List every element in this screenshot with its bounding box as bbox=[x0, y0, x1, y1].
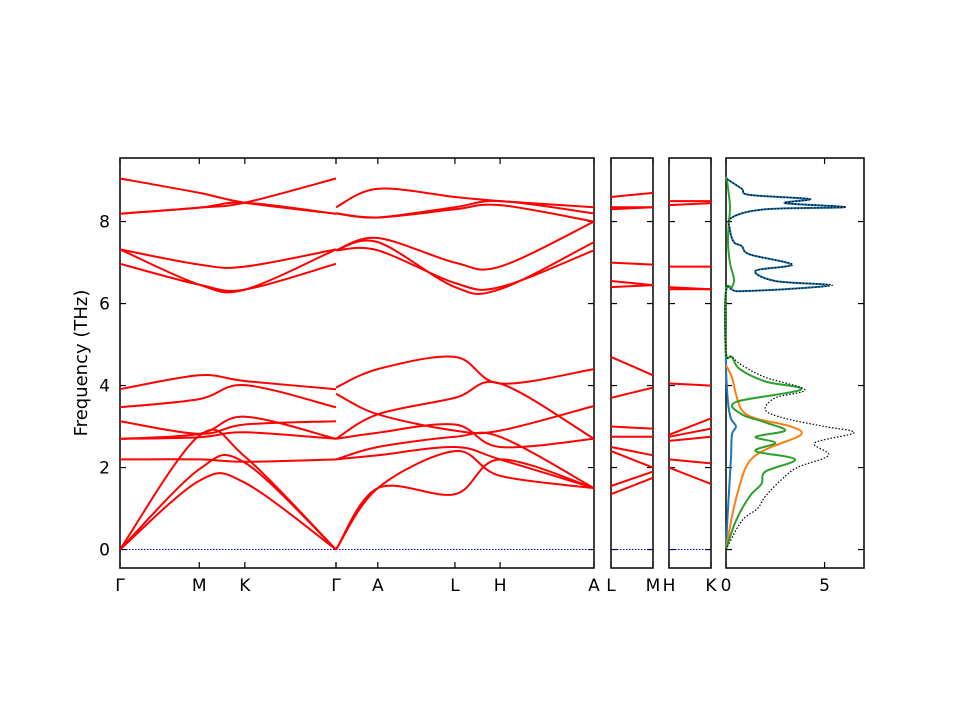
phonon-band bbox=[610, 261, 654, 266]
phonon-band bbox=[610, 280, 654, 287]
kpoint-label: M bbox=[646, 576, 661, 596]
dos-xtick-label: 5 bbox=[819, 576, 830, 596]
phonon-band bbox=[335, 423, 595, 449]
phonon-band bbox=[119, 262, 337, 292]
dos-curve bbox=[724, 177, 846, 550]
phonon-band bbox=[335, 380, 595, 440]
phonon-band bbox=[335, 246, 595, 291]
phonon-band bbox=[335, 220, 595, 271]
phonon-band bbox=[335, 458, 595, 551]
phonon-band bbox=[119, 374, 337, 391]
y-axis-label: Frequency (THz) bbox=[71, 290, 92, 437]
main-band-frame bbox=[119, 157, 595, 569]
kpoint-label: Γ bbox=[331, 576, 341, 596]
y-tick-label: 6 bbox=[99, 295, 110, 315]
phonon-band bbox=[119, 177, 337, 215]
phonon-band bbox=[335, 239, 595, 295]
kpoint-label: K bbox=[705, 576, 717, 596]
phonon-band bbox=[668, 458, 712, 465]
kpoint-label: M bbox=[192, 576, 207, 596]
phonon-band bbox=[119, 415, 337, 440]
kpoint-label: A bbox=[588, 576, 600, 596]
hk-band-frame bbox=[668, 157, 712, 569]
band-panel-1: 0 2 4 6 8 Γ M K bbox=[99, 157, 595, 596]
phonon-band bbox=[610, 386, 654, 399]
phonon-band bbox=[668, 202, 712, 207]
phonon-band bbox=[335, 199, 595, 219]
phonon-band bbox=[119, 420, 337, 435]
phonon-band bbox=[335, 450, 595, 551]
phonon-band bbox=[119, 248, 337, 294]
phonon-band bbox=[119, 248, 337, 269]
phonon-band bbox=[668, 382, 712, 387]
dos-curve bbox=[725, 364, 803, 550]
kpoint-label: A bbox=[372, 576, 384, 596]
y-tick-label: 4 bbox=[99, 377, 110, 397]
phonon-band bbox=[119, 458, 337, 463]
lm-band-frame bbox=[610, 157, 654, 569]
phonon-band bbox=[335, 431, 595, 489]
phonon-band bbox=[119, 177, 337, 215]
phonon-band bbox=[668, 417, 712, 436]
phonon-band bbox=[610, 470, 654, 487]
dos-xtick-label: 0 bbox=[721, 576, 732, 596]
phonon-band bbox=[610, 425, 654, 430]
phonon-band bbox=[335, 392, 595, 435]
kpoint-label: L bbox=[606, 576, 616, 596]
phonon-band bbox=[335, 445, 595, 490]
kpoint-label: K bbox=[239, 576, 251, 596]
y-tick-label: 0 bbox=[99, 541, 110, 561]
phonon-band bbox=[610, 476, 654, 496]
kpoint-label: L bbox=[450, 576, 460, 596]
phonon-band bbox=[119, 384, 337, 409]
dos-curve bbox=[724, 175, 803, 550]
kpoint-label: Γ bbox=[115, 576, 125, 596]
kpoint-label: H bbox=[663, 576, 676, 596]
y-tick-label: 2 bbox=[99, 459, 110, 479]
phonon-band bbox=[610, 355, 654, 377]
phonon-band bbox=[668, 466, 712, 485]
phonon-band bbox=[668, 427, 712, 438]
phonon-band bbox=[610, 446, 654, 457]
phonon-band bbox=[668, 286, 712, 291]
phonon-band bbox=[668, 435, 712, 442]
phonon-band bbox=[335, 187, 595, 209]
phonon-band bbox=[610, 191, 654, 198]
phonon-band bbox=[119, 472, 337, 551]
phonon-band bbox=[610, 450, 654, 469]
kpoint-label: H bbox=[494, 576, 507, 596]
y-tick-label: 8 bbox=[99, 213, 110, 233]
phonon-band bbox=[335, 355, 595, 389]
